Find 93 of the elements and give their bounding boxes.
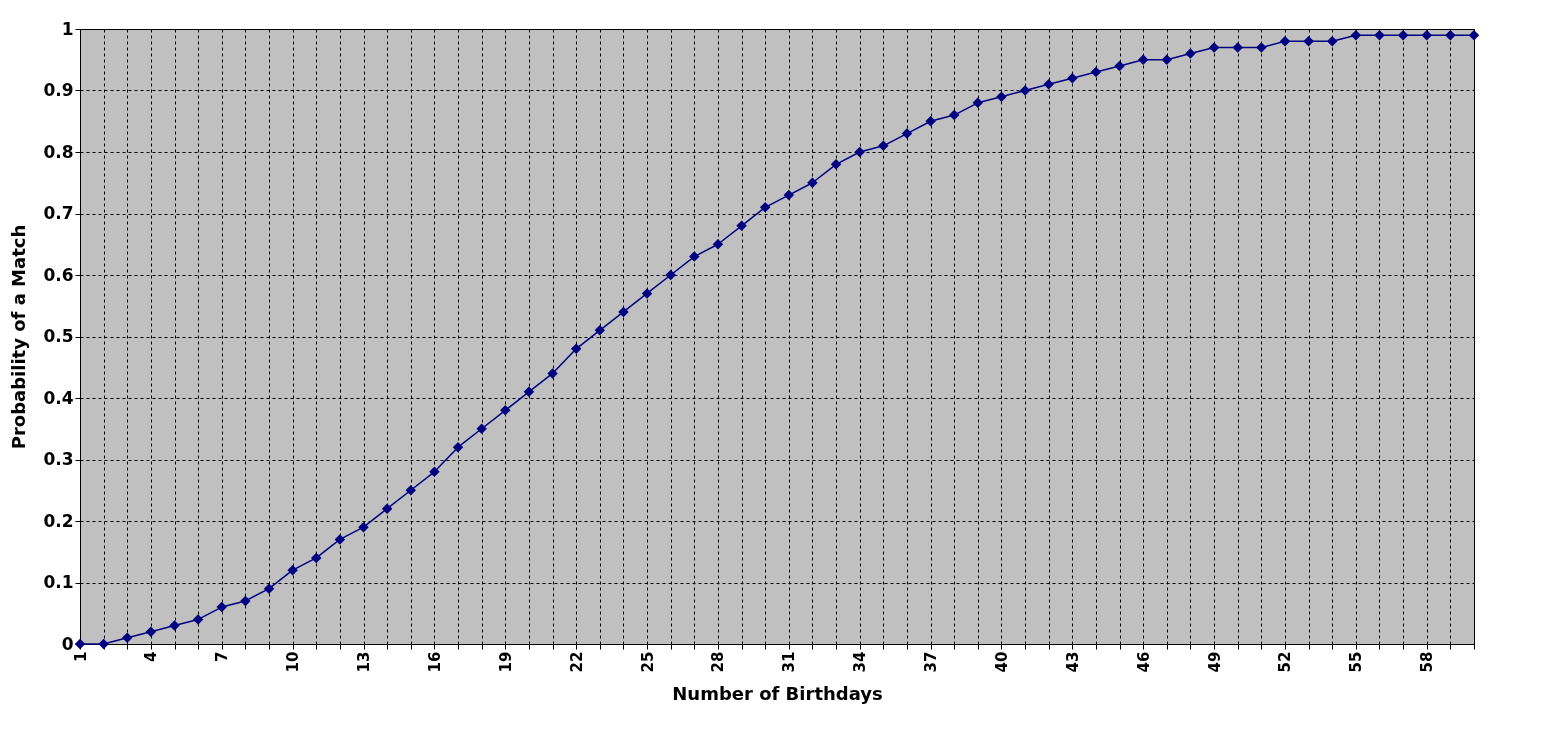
x-tick-label: 34 — [851, 651, 870, 673]
point — [240, 595, 251, 607]
point — [1468, 29, 1480, 41]
point — [169, 620, 180, 631]
point — [1161, 54, 1173, 65]
point — [122, 632, 133, 644]
y-tick-label: 0 — [61, 633, 74, 654]
point — [1043, 79, 1054, 90]
x-tick-label: 43 — [1063, 651, 1082, 673]
point — [287, 564, 298, 576]
y-tick-label: 0.4 — [43, 387, 74, 408]
point — [641, 288, 653, 299]
point — [1256, 42, 1267, 53]
y-tick-label: 0.8 — [43, 141, 74, 162]
point — [1279, 36, 1291, 47]
x-tick-label: 16 — [425, 651, 444, 673]
x-axis-title: Number of Birthdays — [672, 683, 883, 705]
point — [145, 626, 157, 637]
point — [901, 128, 913, 139]
x-tick-label: 55 — [1347, 651, 1366, 673]
point — [1019, 85, 1031, 96]
point — [405, 485, 417, 496]
y-tick-label: 0.5 — [43, 326, 74, 346]
point — [381, 503, 393, 514]
point — [192, 614, 204, 625]
y-tick-label: 0.9 — [43, 80, 74, 100]
x-tick-label: 28 — [709, 651, 728, 673]
point — [878, 140, 889, 152]
x-tick-label: 31 — [780, 651, 799, 673]
point — [311, 552, 322, 564]
point — [523, 386, 535, 398]
point — [216, 601, 228, 613]
point — [689, 251, 700, 262]
point — [1090, 66, 1102, 78]
point — [783, 189, 795, 201]
y-tick-label: 0.2 — [43, 510, 74, 531]
x-tick-label: 13 — [355, 651, 374, 673]
point — [1232, 42, 1243, 53]
x-tick-label: 19 — [496, 651, 515, 673]
point — [830, 159, 842, 170]
y-tick-label: 0.3 — [43, 449, 74, 469]
point — [98, 638, 109, 650]
point — [429, 466, 440, 478]
point — [1114, 60, 1125, 72]
point — [500, 405, 511, 416]
y-tick-label: 0.7 — [43, 203, 74, 223]
y-axis-title: Probability of a Match — [8, 224, 30, 450]
x-tick-label: 7 — [213, 651, 232, 662]
x-tick-label: 25 — [638, 651, 657, 673]
point — [263, 583, 275, 594]
point — [618, 306, 629, 318]
point — [996, 91, 1007, 102]
x-tick-label: 58 — [1418, 651, 1437, 673]
point — [1326, 36, 1338, 47]
point — [712, 239, 724, 250]
x-tick-label: 46 — [1134, 651, 1153, 673]
point — [665, 269, 676, 281]
x-tick-label: 22 — [567, 651, 586, 673]
y-tick-label: 0.1 — [43, 572, 74, 592]
point — [854, 146, 865, 158]
y-tick-label: 1 — [61, 18, 74, 39]
point — [570, 343, 582, 355]
point — [759, 202, 771, 213]
point — [1445, 29, 1456, 41]
point — [736, 220, 747, 232]
point — [547, 368, 558, 379]
x-tick-label: 10 — [284, 651, 303, 673]
point — [1137, 54, 1149, 65]
point — [334, 534, 346, 545]
y-tick-label: 0.6 — [43, 264, 74, 285]
point — [1303, 36, 1314, 47]
point — [1374, 29, 1385, 41]
point — [476, 423, 487, 434]
point — [807, 177, 818, 188]
point — [1350, 29, 1362, 41]
x-tick-label: 1 — [71, 651, 90, 662]
point — [74, 638, 86, 650]
x-tick-label: 49 — [1205, 651, 1224, 673]
x-tick-label: 40 — [992, 651, 1011, 673]
point — [1067, 72, 1078, 84]
point — [358, 521, 369, 533]
point — [1397, 29, 1409, 41]
point — [1421, 29, 1432, 41]
point — [925, 116, 936, 127]
point — [1208, 42, 1220, 53]
x-tick-label: 4 — [142, 651, 161, 662]
point — [1185, 48, 1196, 59]
point — [594, 325, 606, 336]
point — [972, 97, 984, 109]
x-tick-label: 52 — [1276, 651, 1295, 673]
point — [452, 441, 464, 453]
x-tick-label: 37 — [922, 651, 941, 673]
point — [948, 109, 960, 121]
